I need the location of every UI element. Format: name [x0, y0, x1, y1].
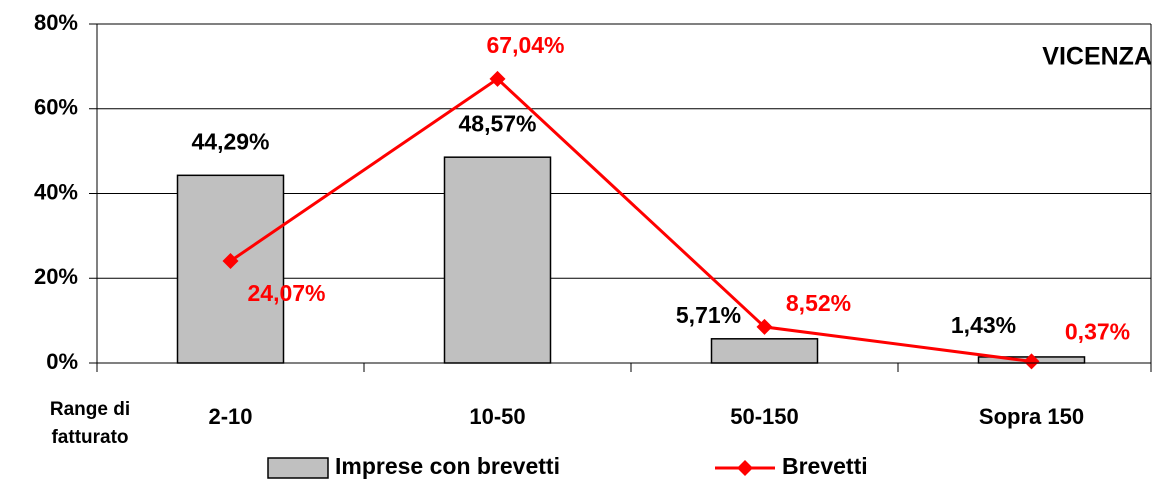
legend-label: Imprese con brevetti — [335, 453, 560, 479]
marker — [489, 70, 506, 87]
bar — [176, 174, 285, 364]
marker — [222, 253, 239, 270]
marker — [756, 318, 773, 335]
bar — [443, 156, 552, 364]
value-label: 1,43% — [951, 312, 1016, 338]
x-axis-label: Range di — [50, 399, 130, 420]
y-tick-label: 20% — [34, 264, 78, 289]
value-label: 67,04% — [486, 32, 564, 58]
x-tick-label: 10-50 — [469, 404, 525, 429]
y-tick-label: 60% — [34, 95, 78, 120]
y-tick-label: 40% — [34, 179, 78, 204]
legend-marker — [737, 460, 753, 476]
annotation: VICENZA — [1042, 43, 1152, 71]
x-tick-label: 2-10 — [208, 404, 252, 429]
x-axis-label: fatturato — [51, 427, 128, 448]
x-tick-label: 50-150 — [730, 404, 799, 429]
bar — [710, 338, 819, 364]
y-tick-label: 80% — [34, 10, 78, 35]
y-tick-label: 0% — [46, 349, 78, 374]
legend-swatch — [267, 457, 329, 479]
value-label: 8,52% — [786, 290, 851, 316]
x-tick-label: Sopra 150 — [979, 404, 1084, 429]
value-label: 44,29% — [191, 128, 269, 154]
line — [229, 77, 1032, 363]
value-label: 0,37% — [1065, 319, 1130, 345]
value-label: 48,57% — [458, 110, 536, 136]
value-label: 5,71% — [676, 302, 741, 328]
marker — [1023, 353, 1040, 370]
legend-label: Brevetti — [782, 453, 868, 479]
value-label: 24,07% — [247, 280, 325, 306]
